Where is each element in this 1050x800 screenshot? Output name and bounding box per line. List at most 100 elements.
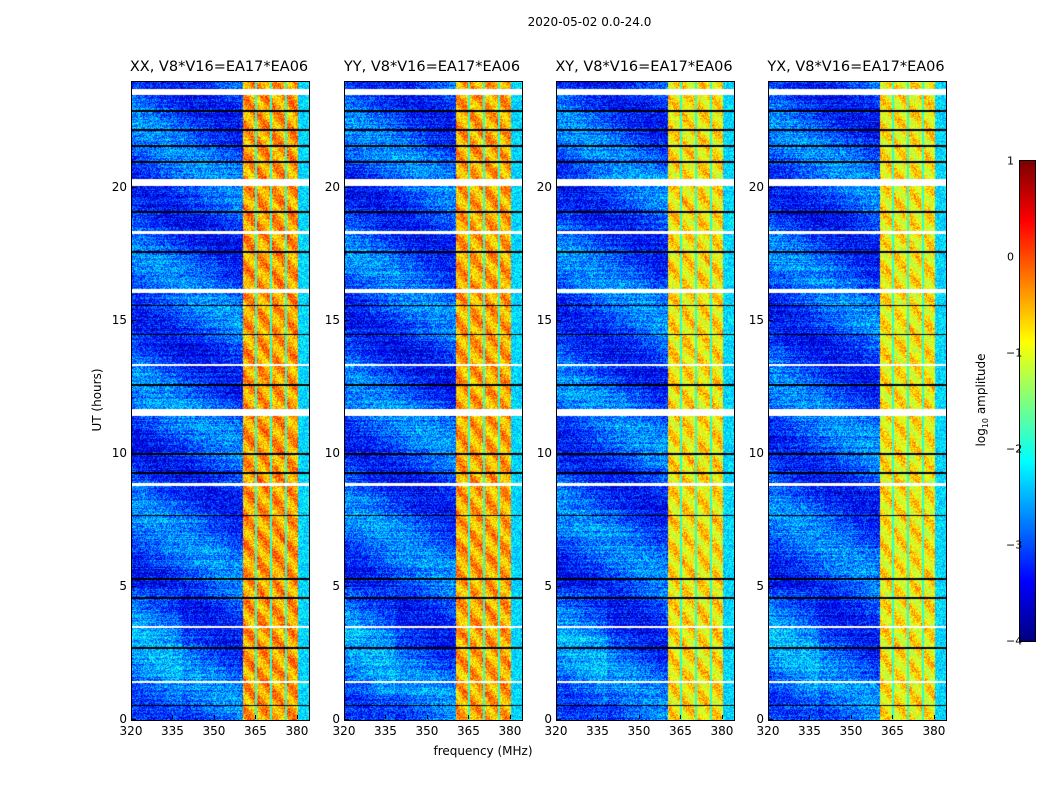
heatmap-panel-yx bbox=[768, 81, 947, 721]
heatmap-image bbox=[132, 82, 309, 720]
y-tick-mark bbox=[769, 320, 773, 322]
y-tick-mark bbox=[132, 586, 136, 588]
y-tick-label: 10 bbox=[536, 446, 552, 461]
y-tick-mark bbox=[132, 453, 136, 455]
colorbar-tick-label: −4 bbox=[1006, 634, 1023, 648]
y-tick-label: 5 bbox=[544, 579, 552, 594]
x-tick-label: 365 bbox=[669, 724, 692, 738]
y-tick-label: 20 bbox=[324, 180, 340, 195]
heatmap-image bbox=[557, 82, 734, 720]
x-tick-mark bbox=[892, 715, 894, 719]
x-tick-label: 380 bbox=[498, 724, 522, 738]
y-tick-mark bbox=[132, 187, 136, 189]
y-tick-label: 10 bbox=[324, 446, 340, 461]
y-tick-label: 20 bbox=[536, 180, 552, 195]
x-tick-label: 365 bbox=[457, 724, 480, 738]
x-tick-mark bbox=[768, 715, 769, 719]
x-tick-label: 335 bbox=[798, 724, 821, 738]
colorbar-tick-label: −2 bbox=[1006, 442, 1023, 456]
x-tick-label: 320 bbox=[332, 724, 356, 738]
y-tick-mark bbox=[345, 187, 349, 189]
y-tick-mark bbox=[769, 719, 773, 720]
y-tick-mark bbox=[557, 586, 561, 588]
x-tick-label: 365 bbox=[244, 724, 267, 738]
x-tick-mark bbox=[680, 715, 682, 719]
colorbar-tick-label: 0 bbox=[1007, 250, 1014, 264]
y-tick-mark bbox=[345, 719, 349, 720]
y-tick-label: 0 bbox=[119, 712, 127, 726]
y-tick-label: 5 bbox=[119, 579, 127, 594]
heatmap-image bbox=[769, 82, 946, 720]
x-tick-mark bbox=[426, 715, 428, 719]
x-tick-mark bbox=[172, 715, 174, 719]
y-tick-label: 0 bbox=[756, 712, 764, 726]
y-axis-label: UT (hours) bbox=[90, 368, 104, 432]
y-tick-label: 15 bbox=[748, 313, 764, 328]
panel-title: XY, V8*V16=EA17*EA06 bbox=[555, 59, 733, 75]
heatmap-panel-yy bbox=[344, 81, 523, 721]
x-tick-label: 350 bbox=[415, 724, 439, 738]
y-tick-mark bbox=[769, 453, 773, 455]
y-tick-mark bbox=[132, 320, 136, 322]
y-tick-mark bbox=[345, 453, 349, 455]
y-tick-mark bbox=[132, 719, 136, 720]
x-tick-mark bbox=[296, 715, 298, 719]
x-tick-label: 320 bbox=[544, 724, 568, 738]
y-tick-mark bbox=[769, 586, 773, 588]
y-tick-label: 0 bbox=[544, 712, 552, 726]
x-tick-mark bbox=[809, 715, 811, 719]
y-tick-label: 10 bbox=[748, 446, 764, 461]
x-tick-mark bbox=[721, 715, 723, 719]
colorbar-tick-label: −3 bbox=[1006, 538, 1023, 552]
heatmap-image bbox=[345, 82, 522, 720]
x-tick-label: 380 bbox=[710, 724, 734, 738]
x-tick-mark bbox=[597, 715, 599, 719]
panel-title: XX, V8*V16=EA17*EA06 bbox=[129, 59, 309, 75]
x-tick-label: 350 bbox=[839, 724, 863, 738]
colorbar-tick-label: −1 bbox=[1006, 346, 1023, 360]
x-tick-mark bbox=[850, 715, 852, 719]
figure-title: 2020-05-02 0.0-24.0 bbox=[527, 15, 652, 29]
x-tick-mark bbox=[131, 715, 132, 719]
x-tick-mark bbox=[344, 715, 345, 719]
colorbar-label: log10 amplitude bbox=[973, 353, 991, 447]
y-tick-mark bbox=[557, 453, 561, 455]
y-tick-label: 20 bbox=[111, 180, 127, 195]
x-tick-label: 365 bbox=[881, 724, 904, 738]
y-tick-mark bbox=[557, 719, 561, 720]
y-tick-label: 15 bbox=[111, 313, 127, 328]
x-tick-mark bbox=[638, 715, 640, 719]
y-tick-mark bbox=[557, 320, 561, 322]
panel-title: YY, V8*V16=EA17*EA06 bbox=[343, 59, 521, 75]
x-tick-label: 335 bbox=[374, 724, 397, 738]
heatmap-panel-xy bbox=[556, 81, 735, 721]
x-tick-label: 380 bbox=[285, 724, 309, 738]
x-tick-mark bbox=[509, 715, 511, 719]
y-tick-label: 5 bbox=[756, 579, 764, 594]
y-tick-label: 5 bbox=[332, 579, 340, 594]
x-tick-mark bbox=[255, 715, 257, 719]
y-tick-mark bbox=[769, 187, 773, 189]
x-tick-label: 335 bbox=[161, 724, 184, 738]
x-tick-label: 335 bbox=[586, 724, 609, 738]
y-tick-mark bbox=[557, 187, 561, 189]
x-tick-label: 350 bbox=[627, 724, 651, 738]
x-tick-label: 320 bbox=[756, 724, 780, 738]
x-tick-mark bbox=[213, 715, 215, 719]
x-tick-label: 380 bbox=[922, 724, 946, 738]
colorbar bbox=[1019, 160, 1036, 642]
y-tick-label: 0 bbox=[332, 712, 340, 726]
y-tick-label: 20 bbox=[748, 180, 764, 195]
x-tick-mark bbox=[933, 715, 935, 719]
y-tick-label: 15 bbox=[324, 313, 340, 328]
x-tick-mark bbox=[468, 715, 470, 719]
y-tick-label: 10 bbox=[111, 446, 127, 461]
panel-title: YX, V8*V16=EA17*EA06 bbox=[767, 59, 945, 75]
y-tick-mark bbox=[345, 586, 349, 588]
y-tick-mark bbox=[345, 320, 349, 322]
x-tick-label: 320 bbox=[119, 724, 143, 738]
x-tick-mark bbox=[385, 715, 387, 719]
heatmap-panel-xx bbox=[131, 81, 310, 721]
y-tick-label: 15 bbox=[536, 313, 552, 328]
